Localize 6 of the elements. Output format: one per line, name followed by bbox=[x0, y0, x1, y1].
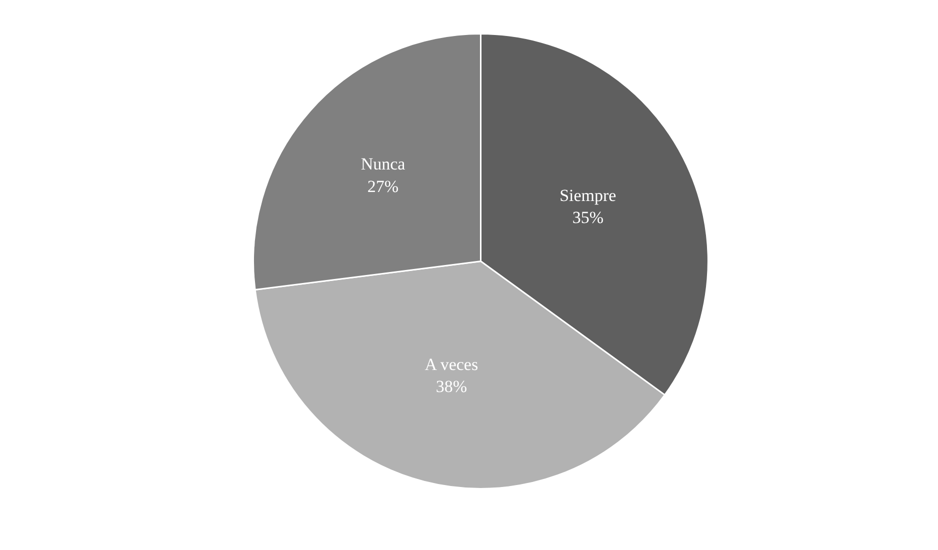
slice-label: Siempre bbox=[560, 186, 616, 206]
data-label: 38% bbox=[436, 376, 467, 396]
slice-label: A veces bbox=[424, 354, 478, 374]
slice-label: Nunca bbox=[360, 154, 406, 174]
data-label: 27% bbox=[367, 176, 399, 196]
data-label: 35% bbox=[572, 208, 604, 228]
